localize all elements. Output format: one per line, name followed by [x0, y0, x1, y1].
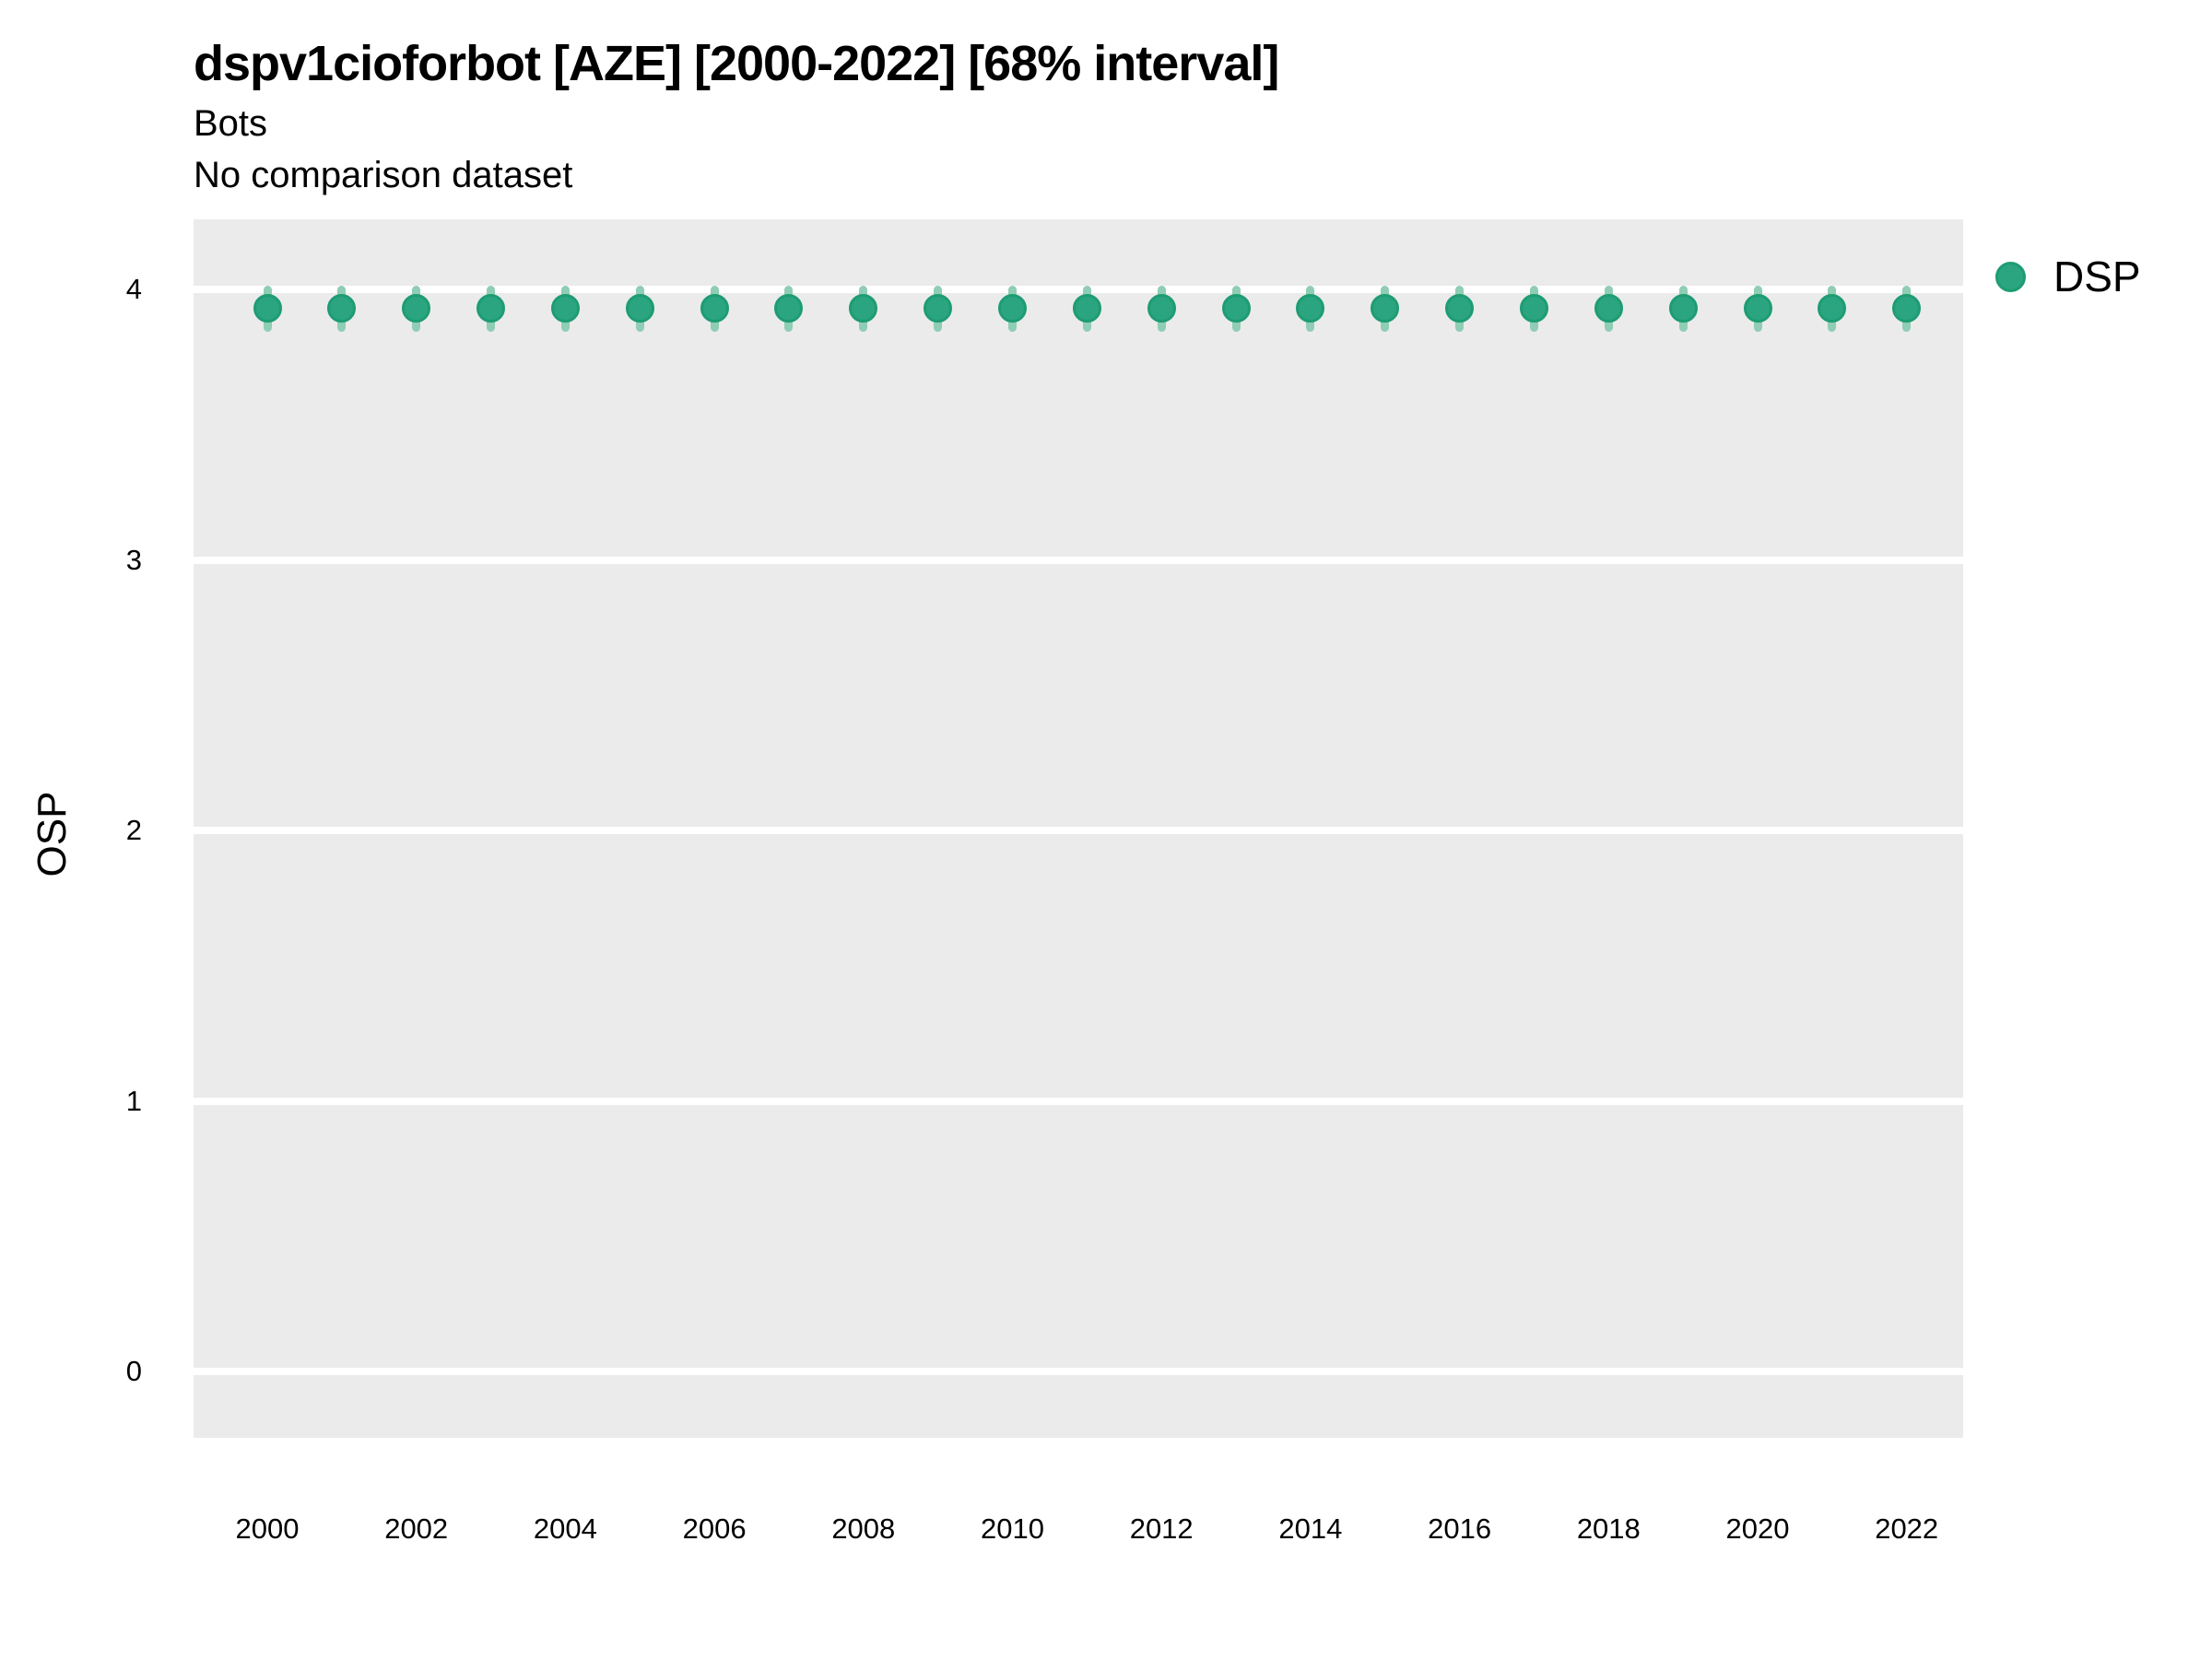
data-point-2016: [1445, 294, 1475, 324]
x-tick-label-2012: 2012: [1129, 1512, 1194, 1545]
y-tick-label-0: 0: [125, 1355, 142, 1387]
x-tick-label-2010: 2010: [981, 1512, 1044, 1545]
data-point-2020: [1743, 294, 1772, 324]
gridline-y-2: [194, 827, 1963, 834]
data-point-2010: [998, 294, 1027, 324]
data-point-2013: [1221, 294, 1251, 324]
legend-swatch-dsp: [1995, 262, 2026, 292]
data-point-2003: [477, 294, 506, 324]
data-point-2018: [1594, 294, 1623, 324]
x-tick-label-2000: 2000: [235, 1512, 300, 1545]
data-point-2015: [1371, 294, 1400, 324]
data-point-2017: [1519, 294, 1548, 324]
data-point-2022: [1892, 294, 1922, 324]
y-tick-label-1: 1: [125, 1084, 142, 1117]
data-point-2002: [402, 294, 431, 324]
x-tick-label-2018: 2018: [1576, 1512, 1641, 1545]
data-point-2011: [1072, 294, 1101, 324]
data-point-2001: [327, 294, 357, 324]
x-tick-label-2002: 2002: [384, 1512, 449, 1545]
chart-subtitle: Bots: [194, 103, 268, 144]
gridline-y-3: [194, 556, 1963, 564]
chart-title: dspv1cioforbot [AZE] [2000-2022] [68% in…: [194, 36, 1279, 91]
data-point-2007: [774, 294, 804, 324]
x-tick-label-2022: 2022: [1875, 1512, 1939, 1545]
legend-label-dsp: DSP: [2053, 253, 2141, 300]
data-point-2012: [1147, 294, 1176, 324]
x-tick-label-2020: 2020: [1725, 1512, 1790, 1545]
data-point-2004: [550, 294, 580, 324]
data-point-2014: [1296, 294, 1325, 324]
x-tick-label-2014: 2014: [1278, 1512, 1343, 1545]
comparison-note: No comparison dataset: [194, 155, 573, 195]
y-axis-title: OSP: [29, 791, 75, 877]
x-tick-label-2016: 2016: [1428, 1512, 1492, 1545]
gridline-y-0: [194, 1368, 1963, 1375]
plot-panel: [194, 219, 1963, 1438]
data-point-2008: [849, 294, 878, 324]
y-tick-label-4: 4: [125, 273, 142, 305]
y-tick-label-3: 3: [125, 543, 142, 576]
data-point-2000: [253, 294, 282, 324]
data-point-2009: [924, 294, 953, 324]
data-point-2006: [700, 294, 729, 324]
data-point-2019: [1668, 294, 1698, 324]
gridline-y-1: [194, 1097, 1963, 1105]
x-tick-label-2004: 2004: [533, 1512, 597, 1545]
data-point-2005: [625, 294, 654, 324]
x-tick-label-2008: 2008: [831, 1512, 896, 1545]
gridline-y-4: [194, 286, 1963, 293]
x-tick-label-2006: 2006: [682, 1512, 747, 1545]
y-tick-label-2: 2: [125, 814, 142, 846]
data-point-2021: [1818, 294, 1847, 324]
